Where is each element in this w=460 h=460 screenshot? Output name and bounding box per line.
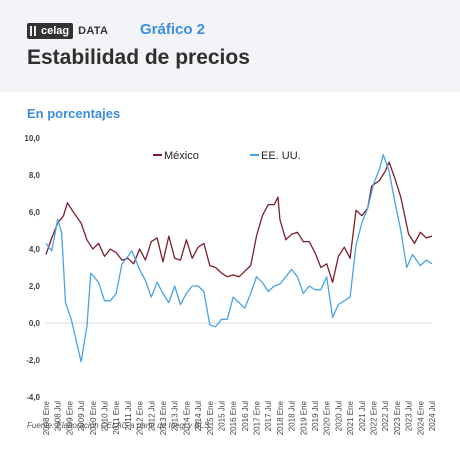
x-tick-label: 2019 Jul: [311, 401, 320, 431]
page-title: Estabilidad de precios: [27, 46, 250, 69]
x-tick-label: 2021 Jul: [358, 401, 367, 431]
x-tick-label: 2010 Jul: [100, 401, 109, 431]
x-tick-label: 2014 Ene: [182, 400, 191, 435]
x-tick-label: 2024 Jul: [428, 401, 437, 431]
x-tick-label: 2009 Ene: [65, 400, 74, 435]
x-tick-label: 2013 Jul: [171, 401, 180, 431]
brand-logo-text: celag: [41, 25, 70, 37]
x-tick-label: 2019 Ene: [299, 400, 308, 435]
x-tick-label: 2009 Jul: [77, 401, 86, 431]
legend-label: México: [164, 150, 199, 162]
x-tick-label: 2017 Jul: [264, 401, 273, 431]
legend-label: EE. UU.: [261, 150, 301, 162]
x-tick-label: 2008 Ene: [42, 400, 51, 435]
x-tick-label: 2018 Jul: [288, 401, 297, 431]
x-tick-label: 2016 Ene: [229, 400, 238, 435]
source-note: Fuente: Elaboración CELAG a partir de In…: [27, 421, 212, 430]
y-tick-label: 10,0: [24, 134, 40, 143]
x-tick-label: 2015 Ene: [206, 400, 215, 435]
x-tick-label: 2016 Jul: [241, 401, 250, 431]
x-tick-label: 2022 Ene: [370, 400, 379, 435]
brand-logo: celag: [27, 23, 74, 39]
x-tick-label: 2014 Jul: [194, 401, 203, 431]
x-tick-label: 2012 Ene: [136, 400, 145, 435]
x-tick-label: 2020 Jul: [334, 401, 343, 431]
header-band: celag DATA Gráfico 2 Estabilidad de prec…: [0, 0, 460, 92]
chart-subtitle: En porcentajes: [27, 106, 121, 121]
series-line-usa: [45, 154, 433, 363]
y-axis: -4,0 -2,0 0,0 2,0 4,0 6,0 8,0 10,0: [24, 134, 40, 402]
y-tick-label: -4,0: [26, 393, 40, 402]
x-tick-label: 2010 Ene: [89, 400, 98, 435]
x-tick-label: 2011 Ene: [112, 400, 121, 434]
x-tick-label: 2024 Ene: [416, 400, 425, 435]
y-tick-label: 6,0: [29, 208, 41, 217]
x-tick-label: 2018 Ene: [276, 400, 285, 435]
x-tick-label: 2020 Ene: [323, 400, 332, 435]
series-line-mexico: [45, 161, 433, 283]
x-tick-label: 2021 Ene: [346, 400, 355, 435]
x-tick-label: 2017 Ene: [253, 400, 262, 435]
x-axis: 2008 Ene 2008 Jul 2009 Ene 2009 Jul 2010 Ene…: [42, 400, 437, 435]
y-tick-label: 8,0: [29, 171, 41, 180]
x-tick-label: 2011 Jul: [124, 401, 133, 431]
x-tick-label: 2022 Jul: [381, 401, 390, 431]
y-tick-label: -2,0: [26, 356, 40, 365]
x-tick-label: 2008 Jul: [54, 401, 63, 431]
brand-data-label: DATA: [78, 25, 109, 37]
x-tick-label: 2012 Jul: [147, 401, 156, 431]
x-tick-label: 2015 Jul: [217, 401, 226, 431]
brand-mark-icon: [30, 26, 38, 36]
chart-tag: Gráfico 2: [140, 21, 206, 38]
y-tick-label: 0,0: [29, 319, 41, 328]
series-lines: [45, 154, 433, 363]
y-tick-label: 4,0: [29, 245, 41, 254]
legend: México EE. UU.: [153, 150, 301, 162]
brand: celag DATA: [27, 22, 108, 40]
y-tick-label: 2,0: [29, 282, 41, 291]
x-tick-label: 2023 Jul: [405, 401, 414, 431]
x-tick-label: 2023 Ene: [393, 400, 402, 435]
x-tick-label: 2013 Ene: [159, 400, 168, 435]
